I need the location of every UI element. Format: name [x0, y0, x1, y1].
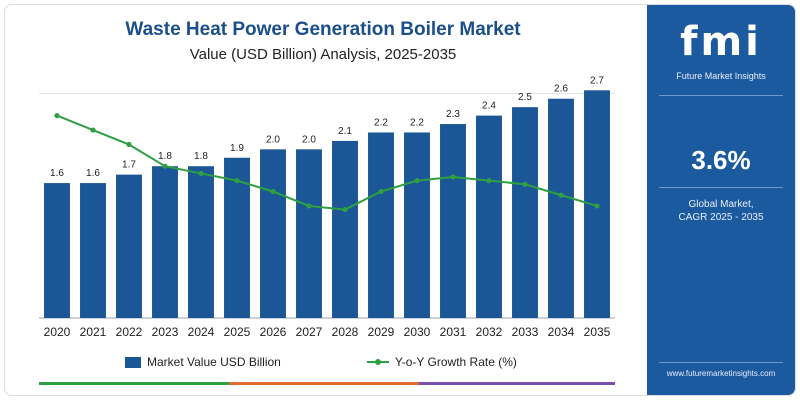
chart-title: Waste Heat Power Generation Boiler Marke…	[125, 19, 521, 40]
x-tick-label-2027: 2027	[296, 325, 323, 339]
bar-value-label-2034: 2.6	[554, 84, 568, 95]
growth-rate-point-2029	[378, 188, 384, 195]
sidebar-divider-top	[659, 95, 783, 96]
sidebar-divider-middle	[659, 187, 783, 188]
chart-svg: 1.6 2020 1.6 2021 1.7 2022 1.8 2023 1.8 2024 1.9 20…	[39, 75, 615, 339]
growth-rate-point-2026	[270, 188, 276, 195]
bar-2021	[80, 183, 106, 318]
bar-value-label-2027: 2.0	[302, 134, 316, 145]
growth-rate-point-2031	[450, 174, 456, 180]
website-link[interactable]: www.futuremarketinsights.com	[666, 369, 776, 378]
fmi-logo: fmi	[680, 19, 762, 65]
bar-2023	[152, 166, 178, 318]
bottom-color-rule	[39, 382, 615, 385]
bar-value-label-2032: 2.4	[482, 101, 496, 112]
bar-2025	[224, 157, 250, 318]
sidebar-divider-bottom	[659, 362, 783, 363]
bar-value-label-2028: 2.1	[338, 126, 352, 137]
growth-rate-point-2032	[486, 178, 492, 184]
x-tick-label-2031: 2031	[440, 325, 467, 339]
bar-value-label-2030: 2.2	[410, 117, 424, 128]
sidebar-panel: fmi Future Market Insights 3.6% Global M…	[647, 5, 795, 395]
x-tick-label-2023: 2023	[152, 325, 179, 339]
x-tick-label-2022: 2022	[116, 325, 143, 339]
x-tick-label-2028: 2028	[332, 325, 359, 339]
bar-value-label-2026: 2.0	[266, 134, 280, 145]
logo-subtitle: Future Market Insights	[676, 71, 766, 81]
growth-rate-line	[56, 114, 598, 211]
cagr-value: 3.6%	[691, 145, 751, 175]
growth-rate-point-2034	[558, 192, 564, 198]
legend-item-growth-rate: Y-o-Y Growth Rate (%)	[366, 355, 517, 369]
bar-value-label-2024: 1.8	[194, 151, 208, 162]
bar-value-label-2023: 1.8	[158, 151, 172, 162]
growth-rate-point-2023	[162, 163, 168, 169]
legend: Market Value USD Billion Y-o-Y Growth Ra…	[125, 353, 603, 371]
bar-2030	[404, 132, 430, 318]
bar-2032	[476, 115, 502, 318]
x-tick-label-2035: 2035	[584, 325, 611, 339]
x-tick-label-2026: 2026	[260, 325, 287, 339]
bar-2033	[512, 107, 538, 319]
x-tick-label-2020: 2020	[44, 325, 71, 339]
x-tick-label-2034: 2034	[548, 325, 575, 339]
bar-2031	[440, 124, 466, 319]
growth-rate-point-2035	[594, 203, 600, 209]
legend-line-swatch	[366, 359, 389, 365]
bar-value-label-2020: 1.6	[50, 168, 64, 179]
bar-value-label-2021: 1.6	[86, 168, 100, 179]
bar-2022	[116, 174, 142, 318]
growth-rate-point-2028	[342, 206, 348, 213]
legend-bar-swatch	[125, 356, 141, 368]
cagr-label: Global Market, CAGR 2025 - 2035	[647, 198, 795, 224]
x-tick-label-2032: 2032	[476, 325, 503, 339]
growth-rate-point-2030	[414, 178, 420, 184]
bar-2026	[260, 149, 286, 318]
growth-rate-point-2022	[126, 141, 132, 148]
bar-value-label-2031: 2.3	[446, 109, 460, 120]
bar-value-label-2022: 1.7	[122, 160, 136, 171]
cagr-label-line2: CAGR 2025 - 2035	[678, 212, 764, 223]
x-tick-label-2030: 2030	[404, 325, 431, 339]
cagr-label-line1: Global Market,	[688, 199, 754, 210]
bar-2020	[44, 183, 70, 318]
bar-2027	[296, 149, 322, 318]
growth-rate-point-2024	[198, 170, 204, 177]
legend-item-market-value: Market Value USD Billion	[125, 355, 281, 369]
chart-subtitle: Value (USD Billion) Analysis, 2025-2035	[189, 46, 457, 63]
bar-value-label-2033: 2.5	[518, 92, 532, 103]
growth-rate-point-2025	[234, 178, 240, 184]
plot-area	[39, 93, 615, 323]
x-tick-label-2024: 2024	[188, 325, 215, 339]
x-tick-label-2025: 2025	[224, 325, 251, 339]
chart-frame: Waste Heat Power Generation Boiler Marke…	[4, 4, 796, 396]
bar-2029	[368, 132, 394, 318]
growth-rate-point-2020	[54, 113, 60, 119]
legend-line-label: Y-o-Y Growth Rate (%)	[394, 355, 517, 369]
bar-value-label-2025: 1.9	[230, 143, 244, 154]
x-tick-label-2033: 2033	[512, 325, 539, 339]
legend-bar-label: Market Value USD Billion	[147, 355, 281, 369]
bar-value-label-2035: 2.7	[590, 75, 604, 86]
growth-rate-point-2027	[306, 203, 312, 209]
bar-value-label-2029: 2.2	[374, 117, 388, 128]
x-tick-label-2029: 2029	[368, 325, 395, 339]
bar-2028	[332, 140, 358, 318]
bar-2034	[548, 98, 574, 318]
growth-rate-point-2021	[90, 127, 96, 133]
bar-2024	[188, 166, 214, 318]
growth-rate-point-2033	[522, 181, 528, 187]
x-tick-label-2021: 2021	[80, 325, 107, 339]
